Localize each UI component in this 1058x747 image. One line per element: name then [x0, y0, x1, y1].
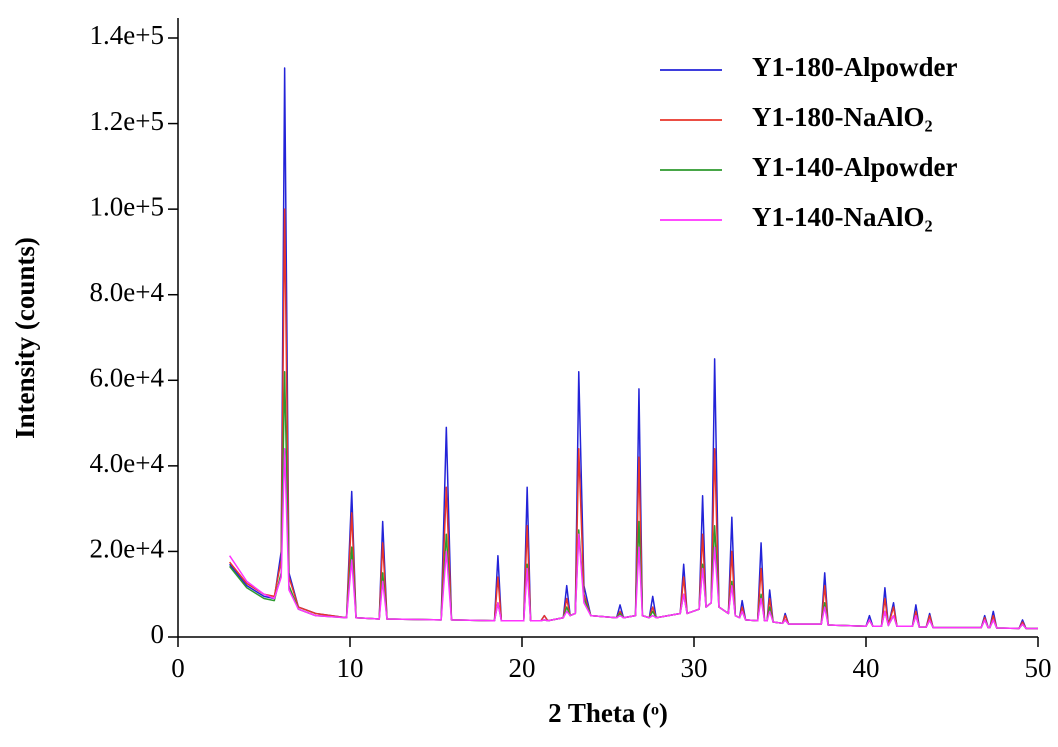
x-tick-label: 30: [681, 653, 708, 683]
y-axis-label: Intensity (counts): [10, 237, 40, 439]
y-tick-label: 1.4e+5: [90, 20, 164, 50]
legend-label: Y1-180-NaAlO₂: [752, 102, 933, 132]
data-line: [228, 447, 1038, 630]
y-tick-label: 8.0e+4: [90, 277, 165, 307]
x-tick-label: 50: [1025, 653, 1052, 683]
y-tick-label: 1.0e+5: [90, 191, 164, 221]
y-tick-label: 0: [151, 619, 165, 649]
y-tick-label: 6.0e+4: [90, 362, 165, 392]
y-tick-label: 1.2e+5: [90, 106, 164, 136]
x-axis-label: 2 Theta (ᵒ): [548, 698, 668, 728]
legend-label: Y1-180-Alpowder: [752, 52, 957, 82]
legend-label: Y1-140-Alpowder: [752, 152, 957, 182]
y-tick-label: 2.0e+4: [90, 534, 165, 564]
x-tick-label: 10: [337, 653, 364, 683]
legend-label: Y1-140-NaAlO₂: [752, 202, 933, 232]
x-tick-label: 20: [509, 653, 536, 683]
x-tick-label: 40: [853, 653, 880, 683]
x-tick-label: 0: [171, 653, 185, 683]
y-tick-label: 4.0e+4: [90, 448, 165, 478]
